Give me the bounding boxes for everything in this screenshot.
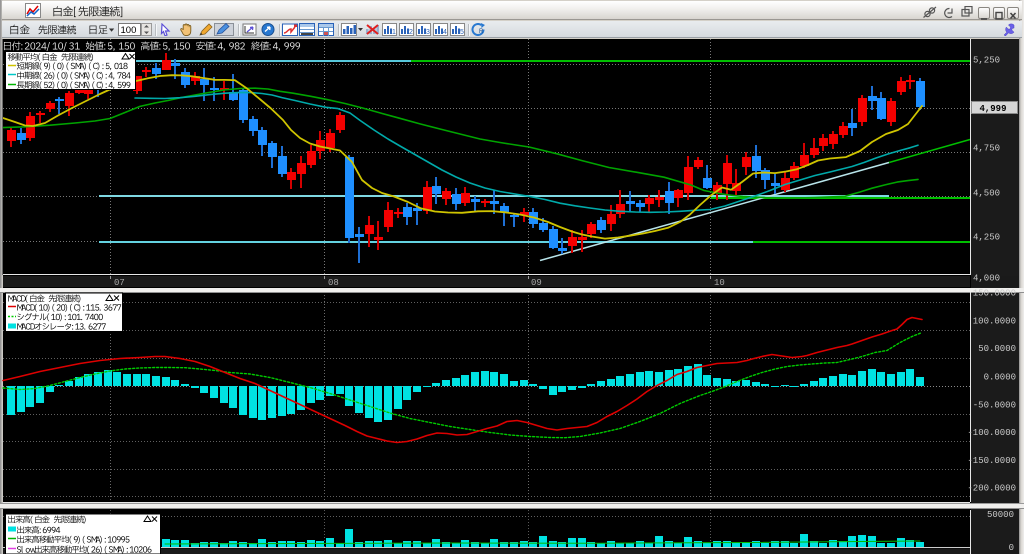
svg-text:08: 08 (328, 278, 339, 288)
svg-text:100: 100 (121, 25, 137, 36)
svg-text:4,000: 4,000 (973, 274, 1000, 284)
svg-text:5,250: 5,250 (973, 56, 1000, 66)
svg-text:5: 5 (460, 29, 464, 36)
svg-text:-100.0000: -100.0000 (967, 428, 1016, 438)
svg-text:100.0000: 100.0000 (973, 317, 1016, 327)
svg-text:-200.0000: -200.0000 (967, 484, 1016, 494)
svg-text:50000: 50000 (987, 510, 1014, 520)
svg-text:4,500: 4,500 (973, 189, 1000, 199)
svg-text:4,750: 4,750 (973, 144, 1000, 154)
svg-text:4,999: 4,999 (979, 104, 1006, 114)
svg-text:3: 3 (426, 29, 430, 36)
svg-text:0: 0 (1009, 543, 1014, 553)
svg-text:-150.0000: -150.0000 (967, 456, 1016, 466)
svg-text:09: 09 (531, 278, 542, 288)
svg-text:0.0000: 0.0000 (984, 373, 1016, 383)
svg-text:4: 4 (443, 29, 447, 36)
svg-text:07: 07 (114, 278, 125, 288)
svg-text:4,250: 4,250 (973, 233, 1000, 243)
svg-text:10: 10 (714, 278, 725, 288)
svg-text:R: R (479, 29, 484, 35)
svg-text:150.0000: 150.0000 (973, 289, 1016, 299)
svg-text:-50.0000: -50.0000 (973, 401, 1016, 411)
svg-text:2: 2 (409, 29, 413, 36)
svg-text:1: 1 (392, 29, 396, 36)
svg-text:50.0000: 50.0000 (978, 344, 1016, 354)
